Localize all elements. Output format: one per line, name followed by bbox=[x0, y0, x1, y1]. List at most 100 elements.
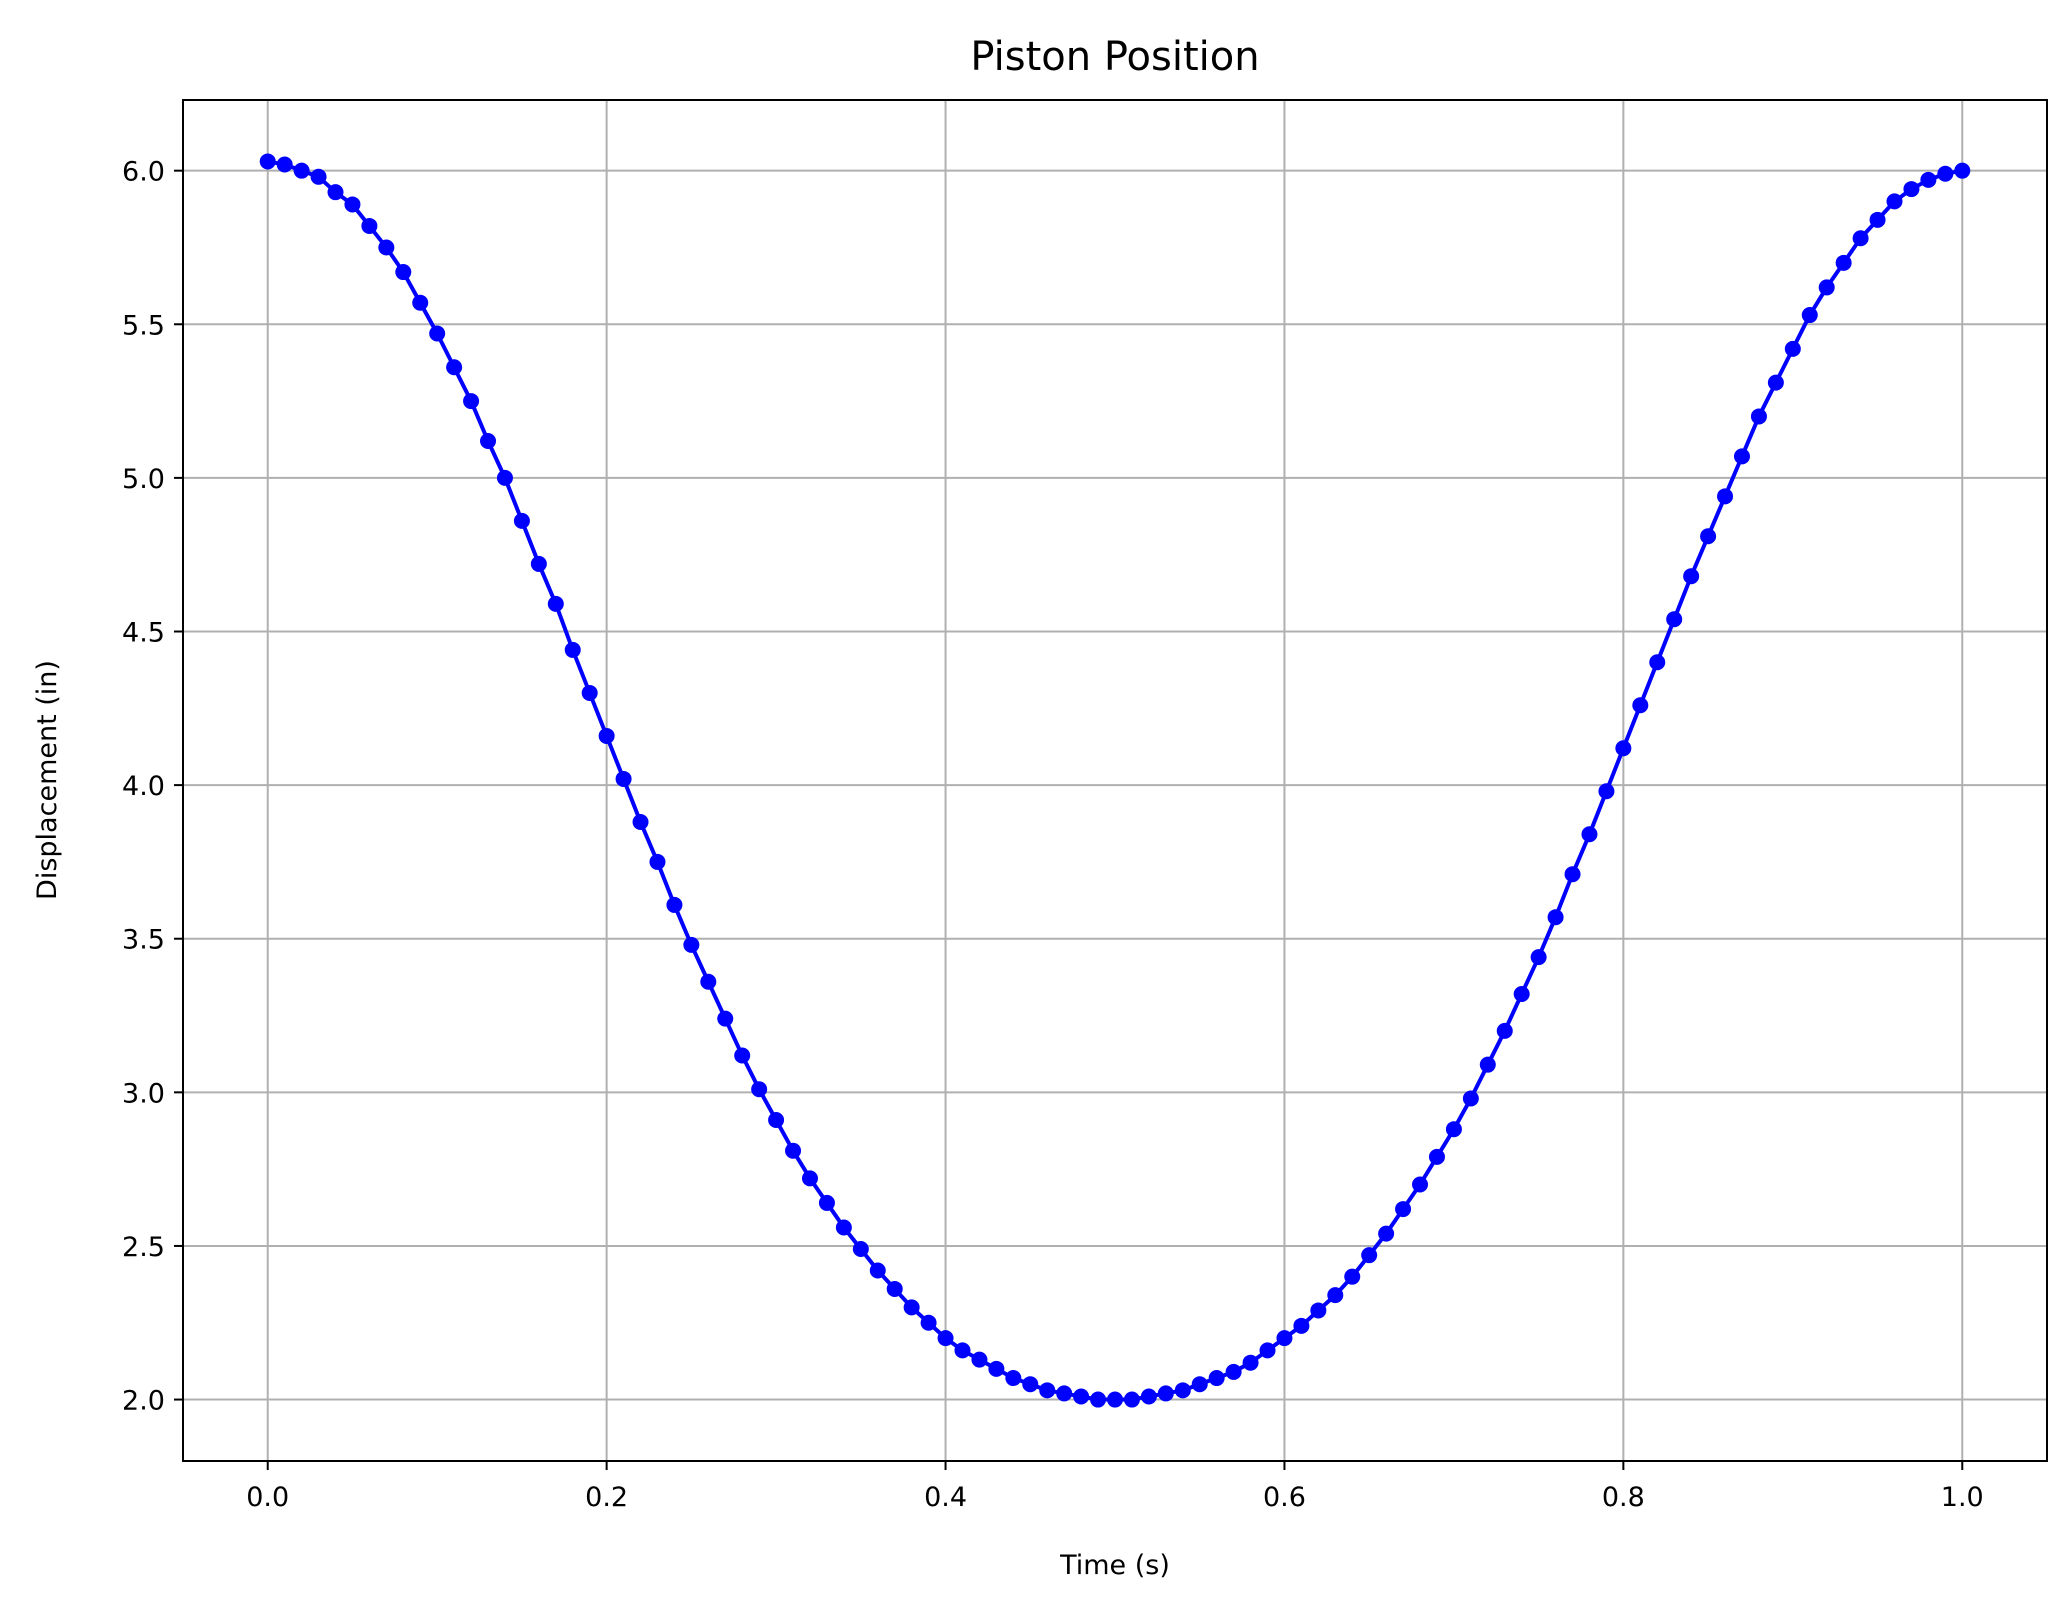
data-point bbox=[1140, 1388, 1157, 1405]
data-point bbox=[1073, 1388, 1090, 1405]
data-point bbox=[1225, 1363, 1242, 1380]
data-point bbox=[1276, 1330, 1293, 1347]
data-point bbox=[1395, 1201, 1412, 1218]
data-point bbox=[615, 770, 632, 787]
data-point bbox=[344, 196, 361, 213]
y-tick-label: 4.0 bbox=[122, 771, 165, 802]
data-point bbox=[920, 1314, 937, 1331]
data-point bbox=[1428, 1148, 1445, 1165]
data-point bbox=[1445, 1121, 1462, 1138]
data-point bbox=[598, 727, 615, 744]
x-ticks: 0.0 0.2 0.4 0.6 0.8 1.0 bbox=[246, 1461, 1984, 1513]
data-point bbox=[1479, 1056, 1496, 1073]
data-point bbox=[1700, 528, 1717, 545]
data-point bbox=[1598, 783, 1615, 800]
data-point bbox=[700, 973, 717, 990]
data-point bbox=[1784, 340, 1801, 357]
data-point bbox=[1462, 1090, 1479, 1107]
y-axis-label: Displacement (in) bbox=[32, 660, 63, 900]
data-point bbox=[1090, 1391, 1107, 1408]
x-tick-label: 0.8 bbox=[1602, 1482, 1645, 1513]
data-point bbox=[1954, 162, 1971, 179]
data-point bbox=[717, 1010, 734, 1027]
x-tick-label: 1.0 bbox=[1941, 1482, 1984, 1513]
x-tick-label: 0.0 bbox=[246, 1482, 289, 1513]
data-point bbox=[1327, 1287, 1344, 1304]
data-point bbox=[649, 853, 666, 870]
data-point bbox=[1293, 1317, 1310, 1334]
y-tick-label: 2.0 bbox=[122, 1386, 165, 1417]
plot-frame bbox=[182, 99, 2048, 1462]
data-point bbox=[785, 1142, 802, 1159]
data-point bbox=[971, 1351, 988, 1368]
data-point bbox=[412, 294, 429, 311]
data-point bbox=[1869, 211, 1886, 228]
y-tick-label: 3.0 bbox=[122, 1078, 165, 1109]
data-point bbox=[1564, 866, 1581, 883]
data-point bbox=[547, 595, 564, 612]
data-point bbox=[496, 469, 513, 486]
chart-title: Piston Position bbox=[970, 34, 1259, 80]
data-point bbox=[1513, 986, 1530, 1003]
data-point bbox=[1801, 307, 1818, 324]
data-point bbox=[395, 264, 412, 281]
data-point bbox=[1683, 568, 1700, 585]
data-point bbox=[835, 1219, 852, 1236]
data-point bbox=[1733, 448, 1750, 465]
data-point bbox=[1886, 193, 1903, 210]
data-point bbox=[1005, 1370, 1022, 1387]
data-point bbox=[1056, 1385, 1073, 1402]
y-tick-label: 5.0 bbox=[122, 464, 165, 495]
data-point bbox=[1310, 1302, 1327, 1319]
data-point bbox=[1920, 171, 1937, 188]
data-point bbox=[1242, 1354, 1259, 1371]
data-point bbox=[1530, 949, 1547, 966]
data-point bbox=[1717, 488, 1734, 505]
data-point bbox=[1649, 654, 1666, 671]
data-point bbox=[1835, 254, 1852, 271]
data-point bbox=[869, 1262, 886, 1279]
series-layer bbox=[259, 153, 1971, 1408]
data-point bbox=[903, 1299, 920, 1316]
y-tick-label: 5.5 bbox=[122, 310, 165, 341]
data-point bbox=[988, 1360, 1005, 1377]
data-point bbox=[1412, 1176, 1429, 1193]
data-point bbox=[564, 641, 581, 658]
data-point bbox=[361, 217, 378, 234]
data-point bbox=[1581, 826, 1598, 843]
data-point bbox=[1750, 408, 1767, 425]
data-point bbox=[513, 512, 530, 529]
data-point bbox=[310, 168, 327, 185]
y-tick-label: 4.5 bbox=[122, 617, 165, 648]
data-point bbox=[954, 1342, 971, 1359]
data-point bbox=[1123, 1391, 1140, 1408]
data-point bbox=[1208, 1370, 1225, 1387]
data-point bbox=[1666, 611, 1683, 628]
data-point bbox=[818, 1194, 835, 1211]
data-point bbox=[632, 813, 649, 830]
data-point bbox=[666, 896, 683, 913]
data-point bbox=[768, 1111, 785, 1128]
data-point bbox=[1496, 1022, 1513, 1039]
data-point bbox=[1818, 279, 1835, 296]
data-point bbox=[1852, 230, 1869, 247]
data-point bbox=[852, 1241, 869, 1258]
data-point bbox=[530, 555, 547, 572]
data-point bbox=[1259, 1342, 1276, 1359]
data-point bbox=[734, 1047, 751, 1064]
data-point bbox=[480, 433, 497, 450]
data-point bbox=[1107, 1391, 1123, 1408]
data-point bbox=[327, 184, 344, 201]
data-point bbox=[751, 1081, 768, 1098]
data-point bbox=[886, 1280, 903, 1297]
x-tick-label: 0.4 bbox=[924, 1482, 967, 1513]
data-point bbox=[1157, 1385, 1174, 1402]
data-point bbox=[683, 936, 700, 953]
data-point bbox=[293, 162, 310, 179]
data-point bbox=[801, 1170, 818, 1187]
data-point bbox=[1937, 165, 1954, 182]
data-point bbox=[937, 1330, 954, 1347]
